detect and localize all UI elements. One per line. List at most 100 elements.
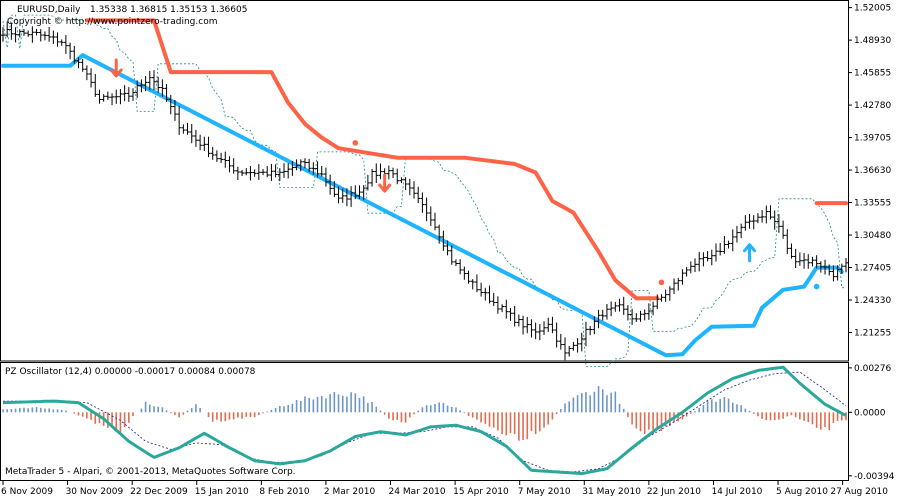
ohlc-bar [651, 301, 656, 316]
ohlc-bar [512, 306, 517, 327]
ohlc-bar [563, 337, 567, 361]
ohlc-bar [697, 251, 702, 272]
price-y-tick-label: 1.27405 [854, 264, 891, 274]
ohlc-bar [625, 305, 630, 321]
x-tick-label: 6 Nov 2009 [1, 487, 53, 497]
ohlc-bar [806, 254, 811, 269]
ohlc-bar [143, 76, 148, 92]
price-y-tick-label: 1.45855 [854, 69, 891, 79]
ohlc-bar [655, 294, 660, 310]
signal-arrow-up-icon [743, 243, 757, 263]
ohlc-bar [126, 87, 131, 102]
ohlc-bar [269, 163, 274, 181]
signal-dot-bear [658, 279, 665, 286]
ohlc-bar [370, 168, 375, 187]
ohlc-bar [781, 220, 786, 239]
ohlc-bar [231, 158, 236, 174]
ohlc-bar [453, 259, 458, 267]
ohlc-bar [726, 240, 731, 249]
x-tick-label: 31 May 2010 [582, 487, 641, 497]
ohlc-bar [835, 265, 840, 281]
ohlc-bar [474, 274, 479, 293]
ohlc-bar [9, 22, 14, 40]
ohlc-bar [634, 313, 639, 323]
ohlc-bar [831, 265, 836, 282]
ohlc-bar [428, 206, 433, 226]
ohlc-bar [483, 287, 488, 301]
x-tick-label: 2 Mar 2010 [324, 487, 376, 497]
ohlc-bar [198, 134, 203, 151]
ohlc-bar [583, 321, 588, 347]
ohlc-bar [462, 266, 467, 280]
ohlc-bar [609, 301, 614, 317]
ohlc-bar [38, 29, 43, 42]
ohlc-bar [248, 166, 253, 181]
ohlc-bar [596, 309, 601, 329]
ohlc-bar [51, 30, 56, 45]
ohlc-bar [525, 316, 530, 334]
ohlc-bar [261, 168, 266, 176]
ohlc-bar [755, 213, 760, 224]
ohlc-bar [97, 89, 102, 104]
ohlc-bar [21, 28, 26, 36]
ohlc-bar [256, 164, 261, 180]
ohlc-bar [516, 314, 521, 327]
ohlc-bar [533, 322, 538, 340]
ohlc-bar [340, 188, 345, 203]
ohlc-bar [286, 163, 291, 179]
ohlc-bar [332, 181, 337, 198]
oscillator-title: PZ Oscillator (12,4) 0.00000 -0.00017 0.… [5, 367, 256, 377]
ohlc-bar [282, 163, 286, 178]
ohlc-bar [336, 186, 341, 204]
ohlc-bar [353, 185, 358, 200]
ohlc-bar [613, 301, 618, 312]
ohlc-bar [349, 186, 354, 207]
ohlc-bar [709, 249, 714, 266]
price-y-tick-label: 1.21255 [854, 328, 891, 338]
ohlc-bar [504, 299, 509, 319]
x-tick-label: 8 Feb 2010 [259, 487, 310, 497]
ohlc-bar [219, 152, 224, 163]
ohlc-bar [659, 294, 664, 302]
ohlc-bar [785, 229, 790, 255]
ohlc-bar [298, 159, 303, 172]
ohlc-bar [235, 166, 240, 180]
ohlc-bar [445, 240, 450, 256]
ohlc-bar [412, 181, 417, 199]
signal-arrow-down-icon [109, 58, 123, 78]
ohlc-bar [193, 129, 198, 147]
ohlc-bar [378, 163, 383, 180]
ohlc-bar [814, 255, 819, 269]
ohlc-bar [751, 215, 756, 230]
ohlc-bar [542, 321, 547, 335]
ohlc-bar [823, 259, 828, 275]
ohlc-bar [135, 80, 140, 98]
ohlc-bar [47, 26, 52, 42]
ohlc-bar [240, 169, 245, 176]
ohlc-bar [1, 27, 5, 42]
price-y-tick-label: 1.24330 [854, 296, 891, 306]
ohlc-bar [667, 286, 672, 301]
ohlc-bar [550, 316, 555, 334]
ohlc-bar [722, 236, 727, 254]
ohlc-bar [441, 230, 446, 251]
ohlc-bar [688, 261, 693, 274]
ohlc-bar [214, 150, 219, 162]
ohlc-bar [424, 197, 429, 222]
price-y-tick-label: 1.36630 [854, 166, 891, 176]
ohlc-bar [487, 285, 492, 304]
ohlc-bar [760, 210, 765, 223]
ohlc-bar [323, 167, 328, 187]
ohlc-bar [718, 242, 723, 256]
ohlc-bar [802, 253, 807, 269]
oscillator-line [2, 365, 847, 476]
ohlc-bar [202, 136, 207, 151]
ohlc-bar [391, 167, 396, 178]
ohlc-bar [84, 65, 89, 81]
ohlc-bar [315, 161, 320, 178]
symbol-title: EURUSD,Daily [17, 5, 81, 15]
ohlc-bar [470, 279, 475, 290]
ohlc-bar [844, 257, 848, 273]
